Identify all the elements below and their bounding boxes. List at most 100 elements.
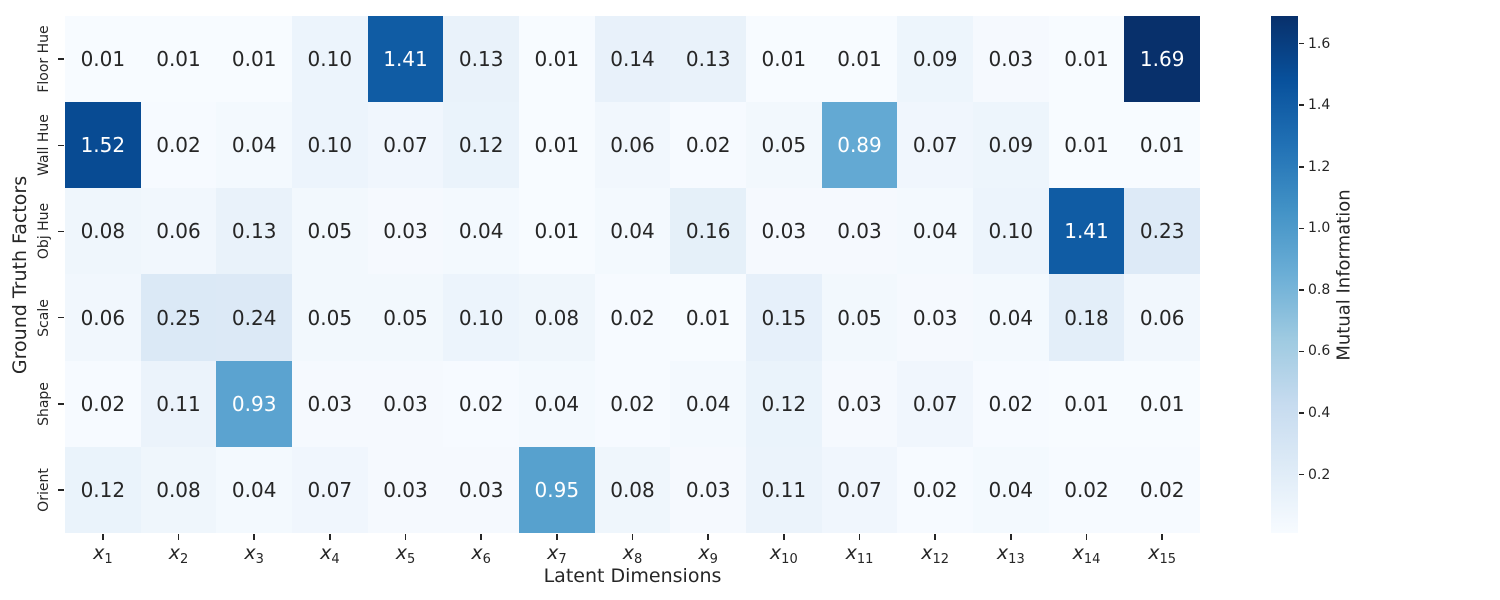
- heatmap-cell: 0.03: [745, 188, 822, 275]
- heatmap-cell: 0.01: [140, 16, 217, 103]
- heatmap-cell: 0.24: [216, 274, 292, 361]
- tick-mark: [58, 230, 64, 233]
- y-tick-label: Obj Hue: [36, 203, 52, 260]
- tick-mark: [934, 534, 936, 540]
- heatmap-cell: 0.04: [972, 446, 1049, 533]
- heatmap-cell: 0.03: [443, 446, 519, 533]
- colorbar-tick-label: 1.0: [1308, 220, 1331, 237]
- heatmap-cell: 0.11: [745, 446, 822, 533]
- heatmap-cell: 0.13: [216, 188, 292, 275]
- heatmap-cell: 0.95: [518, 446, 595, 533]
- heatmap-cell: 0.16: [670, 188, 746, 275]
- tick-mark: [1299, 289, 1304, 291]
- heatmap-cell: 0.10: [972, 188, 1049, 275]
- heatmap-cell: 0.03: [367, 446, 444, 533]
- heatmap-cell: 0.01: [518, 188, 595, 275]
- x-tick-label: x6: [471, 542, 491, 567]
- x-tick-label: x15: [1148, 542, 1177, 567]
- heatmap-cell: 0.04: [972, 274, 1049, 361]
- tick-mark: [783, 534, 785, 540]
- heatmap-cell: 0.03: [367, 188, 444, 275]
- heatmap-cell: 0.04: [594, 188, 671, 275]
- x-tick-label: x8: [622, 542, 643, 567]
- heatmap-cell: 0.02: [594, 360, 671, 447]
- colorbar-tick-label: 1.4: [1308, 97, 1331, 114]
- heatmap-cell: 0.14: [594, 16, 671, 103]
- heatmap-cell: 0.05: [367, 274, 444, 361]
- heatmap-cell: 0.04: [670, 360, 746, 447]
- colorbar-tick-label: 0.4: [1308, 404, 1331, 421]
- tick-mark: [1010, 534, 1012, 540]
- heatmap-cell: 0.13: [670, 16, 746, 103]
- heatmap-cell: 0.06: [1124, 274, 1200, 361]
- heatmap-cell: 0.01: [65, 16, 141, 103]
- heatmap-cell: 0.12: [443, 102, 519, 189]
- tick-mark: [253, 534, 255, 540]
- tick-mark: [1299, 104, 1304, 106]
- colorbar: [1271, 16, 1298, 533]
- x-tick-label: x11: [845, 542, 874, 567]
- heatmap-cell: 1.69: [1124, 16, 1200, 103]
- heatmap-cell: 0.13: [443, 16, 519, 103]
- heatmap-cell: 0.09: [897, 16, 973, 103]
- tick-mark: [1299, 166, 1304, 168]
- heatmap-cell: 0.05: [821, 274, 898, 361]
- heatmap-cell: 0.06: [140, 188, 217, 275]
- tick-mark: [1299, 473, 1304, 476]
- heatmap-cell: 0.10: [291, 102, 368, 189]
- heatmap-cell: 1.41: [367, 16, 444, 103]
- heatmap-cell: 1.41: [1048, 188, 1125, 275]
- heatmap-cell: 0.89: [821, 102, 898, 189]
- heatmap-cell: 0.03: [367, 360, 444, 447]
- heatmap-cell: 0.03: [821, 188, 898, 275]
- heatmap-cell: 0.93: [216, 360, 292, 447]
- heatmap-cell: 0.02: [594, 274, 671, 361]
- heatmap-cell: 0.23: [1124, 188, 1200, 275]
- heatmap-cell: 0.03: [291, 360, 368, 447]
- heatmap-cell: 0.08: [65, 188, 141, 275]
- tick-mark: [1161, 534, 1163, 540]
- heatmap-cell: 0.01: [1124, 360, 1200, 447]
- heatmap-cell: 0.08: [518, 274, 595, 361]
- heatmap-cell: 0.25: [140, 274, 217, 361]
- heatmap-cell: 0.01: [1048, 16, 1125, 103]
- y-tick-label: Shape: [36, 381, 52, 426]
- tick-mark: [1299, 350, 1304, 353]
- tick-mark: [480, 534, 482, 540]
- heatmap-cell: 0.02: [140, 102, 217, 189]
- heatmap-cell: 0.01: [670, 274, 746, 361]
- tick-mark: [1299, 412, 1304, 414]
- y-tick-label: Scale: [36, 298, 52, 337]
- y-tick-label: Floor Hue: [36, 25, 52, 93]
- heatmap-cell: 1.52: [65, 102, 141, 189]
- x-tick-label: x10: [769, 542, 798, 567]
- x-tick-label: x7: [547, 542, 567, 567]
- colorbar-tick-label: 0.2: [1308, 466, 1331, 483]
- tick-mark: [556, 534, 558, 540]
- tick-mark: [707, 534, 709, 540]
- heatmap-cell: 0.04: [216, 446, 292, 533]
- tick-mark: [329, 534, 331, 540]
- tick-mark: [1299, 227, 1304, 230]
- heatmap-cell: 0.01: [821, 16, 898, 103]
- heatmap-cell: 0.03: [821, 360, 898, 447]
- heatmap-cell: 0.01: [216, 16, 292, 103]
- heatmap-cell: 0.15: [745, 274, 822, 361]
- heatmap-cell: 0.02: [65, 360, 141, 447]
- heatmap-cell: 0.01: [518, 16, 595, 103]
- heatmap-cell: 0.03: [670, 446, 746, 533]
- x-tick-label: x12: [921, 542, 950, 567]
- tick-mark: [58, 489, 64, 491]
- heatmap-cell: 0.02: [443, 360, 519, 447]
- x-tick-label: x3: [244, 542, 264, 567]
- heatmap-cell: 0.07: [291, 446, 368, 533]
- heatmap-cell: 0.01: [1048, 360, 1125, 447]
- heatmap-cell: 0.02: [1124, 446, 1200, 533]
- heatmap-cell: 0.18: [1048, 274, 1125, 361]
- tick-mark: [858, 534, 861, 540]
- tick-mark: [58, 316, 64, 319]
- heatmap-cell: 0.07: [897, 102, 973, 189]
- heatmap-cell: 0.01: [1048, 102, 1125, 189]
- colorbar-tick-label: 1.6: [1308, 35, 1331, 52]
